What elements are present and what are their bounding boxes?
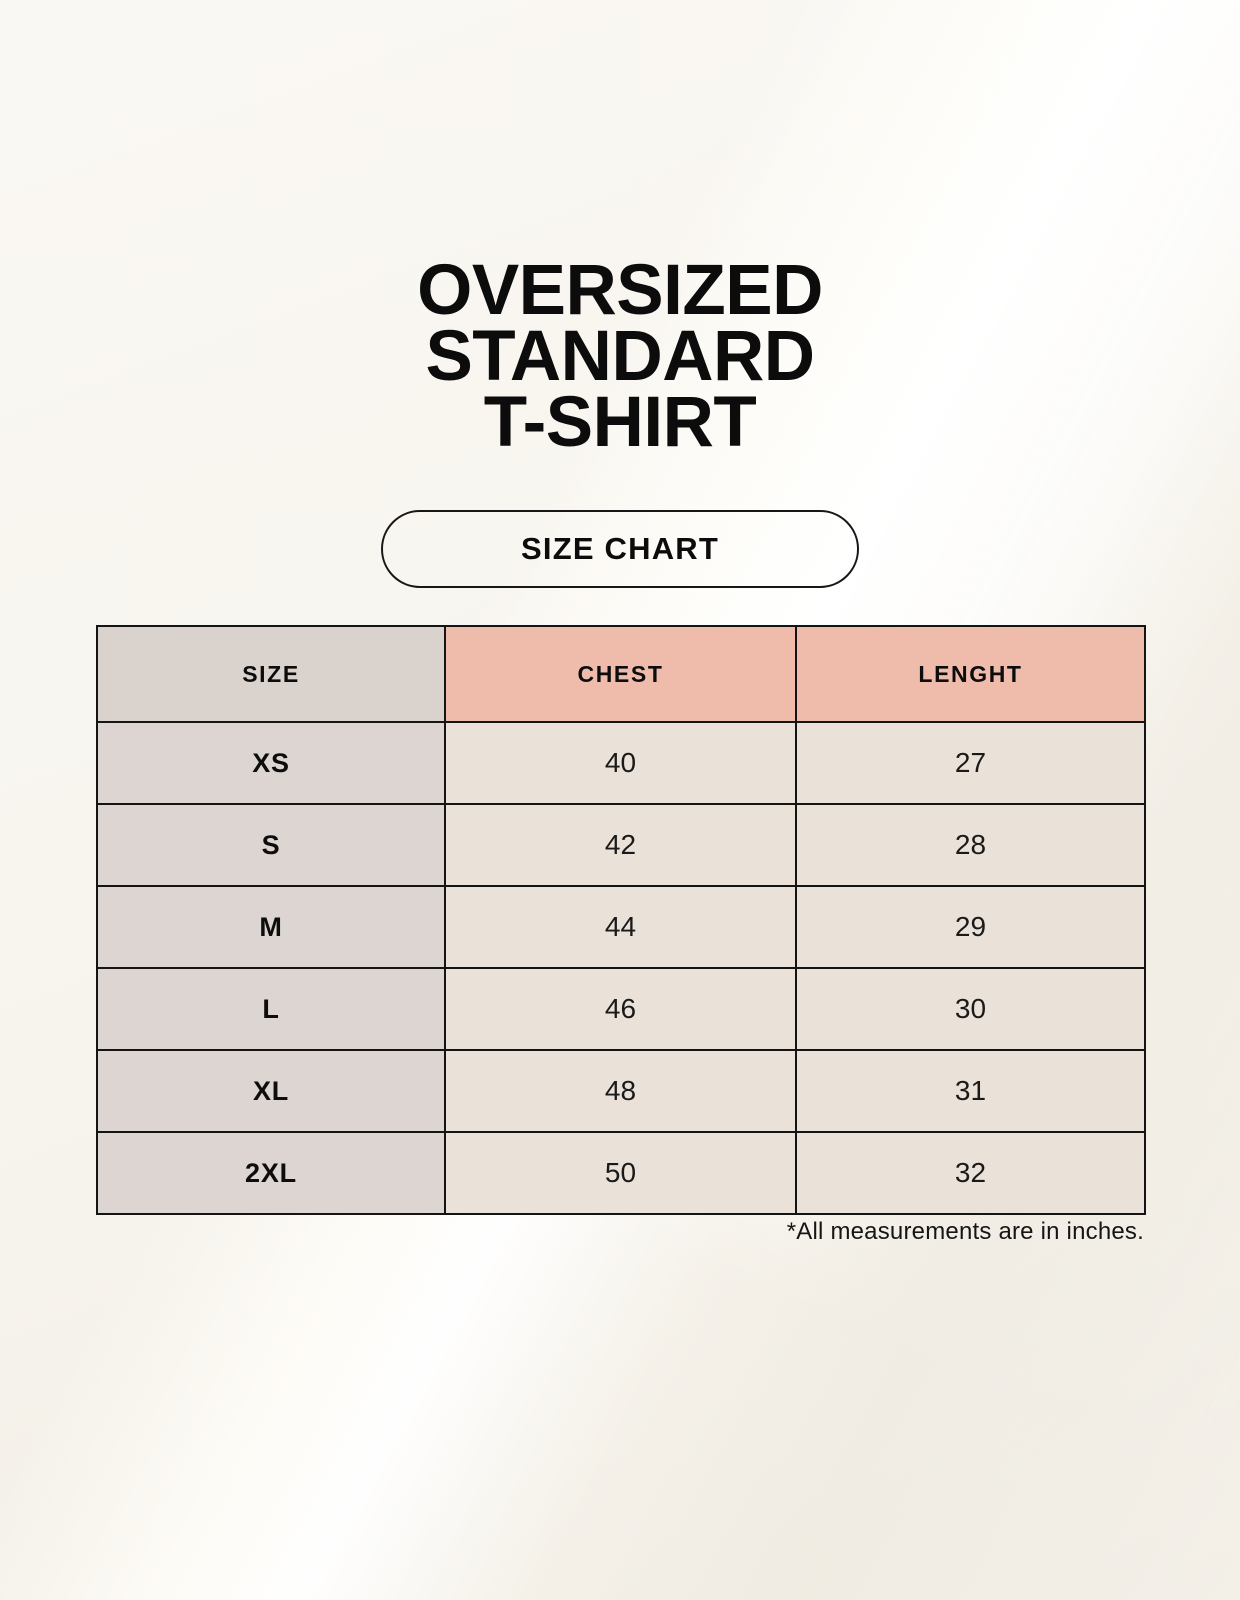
- cell-length-m: 29: [795, 885, 1146, 969]
- table-row: L 46 30: [96, 967, 1146, 1051]
- cell-chest-xl: 48: [444, 1049, 797, 1133]
- cell-size-2xl: 2XL: [96, 1131, 446, 1215]
- table-row: 2XL 50 32: [96, 1131, 1146, 1215]
- cell-size-l: L: [96, 967, 446, 1051]
- table-row: XS 40 27: [96, 721, 1146, 805]
- cell-length-2xl: 32: [795, 1131, 1146, 1215]
- size-chart-badge: SIZE CHART: [381, 510, 859, 588]
- size-chart-badge-wrapper: SIZE CHART: [0, 510, 1240, 588]
- cell-chest-2xl: 50: [444, 1131, 797, 1215]
- title-line-2: STANDARD: [425, 317, 815, 396]
- size-table-wrapper: SIZE CHEST LENGHT XS 40 27 S 42 28 M: [96, 625, 1146, 1215]
- size-table: SIZE CHEST LENGHT XS 40 27 S 42 28 M: [96, 625, 1146, 1215]
- page-title: OVERSIZED STANDARD T-SHIRT: [0, 251, 1240, 462]
- size-chart-badge-label: SIZE CHART: [521, 531, 719, 566]
- cell-size-xl: XL: [96, 1049, 446, 1133]
- title-line-3: T-SHIRT: [483, 383, 757, 462]
- cell-size-xs: XS: [96, 721, 446, 805]
- table-row: S 42 28: [96, 803, 1146, 887]
- cell-length-l: 30: [795, 967, 1146, 1051]
- column-header-size: SIZE: [96, 625, 446, 723]
- size-table-head: SIZE CHEST LENGHT: [96, 625, 1146, 723]
- cell-chest-m: 44: [444, 885, 797, 969]
- cell-size-m: M: [96, 885, 446, 969]
- cell-length-xs: 27: [795, 721, 1146, 805]
- cell-length-s: 28: [795, 803, 1146, 887]
- cell-chest-l: 46: [444, 967, 797, 1051]
- title-line-1: OVERSIZED: [417, 251, 823, 330]
- column-header-chest: CHEST: [444, 625, 797, 723]
- size-table-body: XS 40 27 S 42 28 M 44 29 L 46 30: [96, 721, 1146, 1215]
- cell-chest-xs: 40: [444, 721, 797, 805]
- table-header-row: SIZE CHEST LENGHT: [96, 625, 1146, 723]
- cell-length-xl: 31: [795, 1049, 1146, 1133]
- table-row: XL 48 31: [96, 1049, 1146, 1133]
- cell-chest-s: 42: [444, 803, 797, 887]
- cell-size-s: S: [96, 803, 446, 887]
- table-row: M 44 29: [96, 885, 1146, 969]
- measurement-units-note: *All measurements are in inches.: [786, 1218, 1144, 1245]
- column-header-length: LENGHT: [795, 625, 1146, 723]
